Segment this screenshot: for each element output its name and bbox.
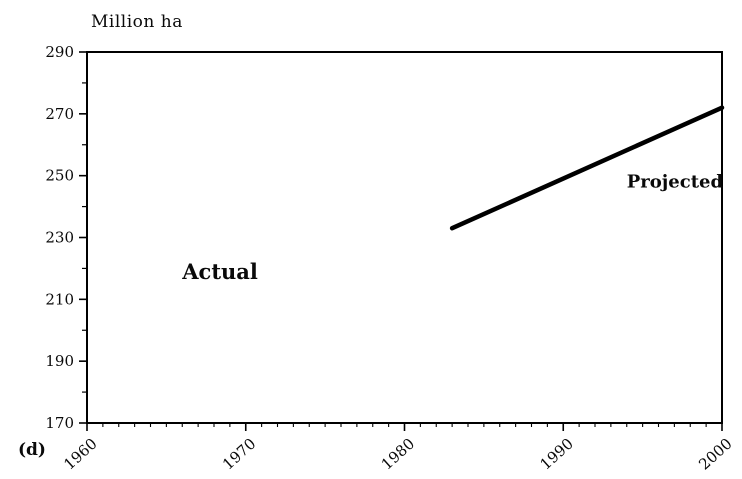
y-tick-label: 190: [45, 352, 74, 370]
x-axis: 1960 1970 1980 1990 2000: [60, 423, 736, 474]
panel-label: (d): [18, 440, 46, 460]
y-axis: 170 190 210 230 250 270 290: [45, 43, 87, 432]
x-tick-label: 1990: [537, 435, 577, 474]
y-tick-label: 230: [45, 229, 74, 247]
y-tick-label: 170: [45, 414, 74, 432]
x-tick-label: 1960: [60, 435, 100, 474]
plot-frame: [86, 51, 723, 424]
y-tick-label: 250: [45, 167, 74, 185]
y-tick-label: 270: [45, 105, 74, 123]
y-tick-label: 210: [45, 290, 74, 308]
y-axis-title: Million ha: [91, 12, 183, 32]
annotation-projected: Projected: [627, 171, 724, 192]
y-tick-label: 290: [45, 43, 74, 61]
series-projected-line: [449, 105, 725, 231]
x-tick-label: 2000: [695, 435, 735, 474]
x-tick-label: 1980: [378, 435, 418, 474]
annotation-actual: Actual: [181, 259, 258, 284]
x-tick-label: 1970: [219, 435, 259, 474]
